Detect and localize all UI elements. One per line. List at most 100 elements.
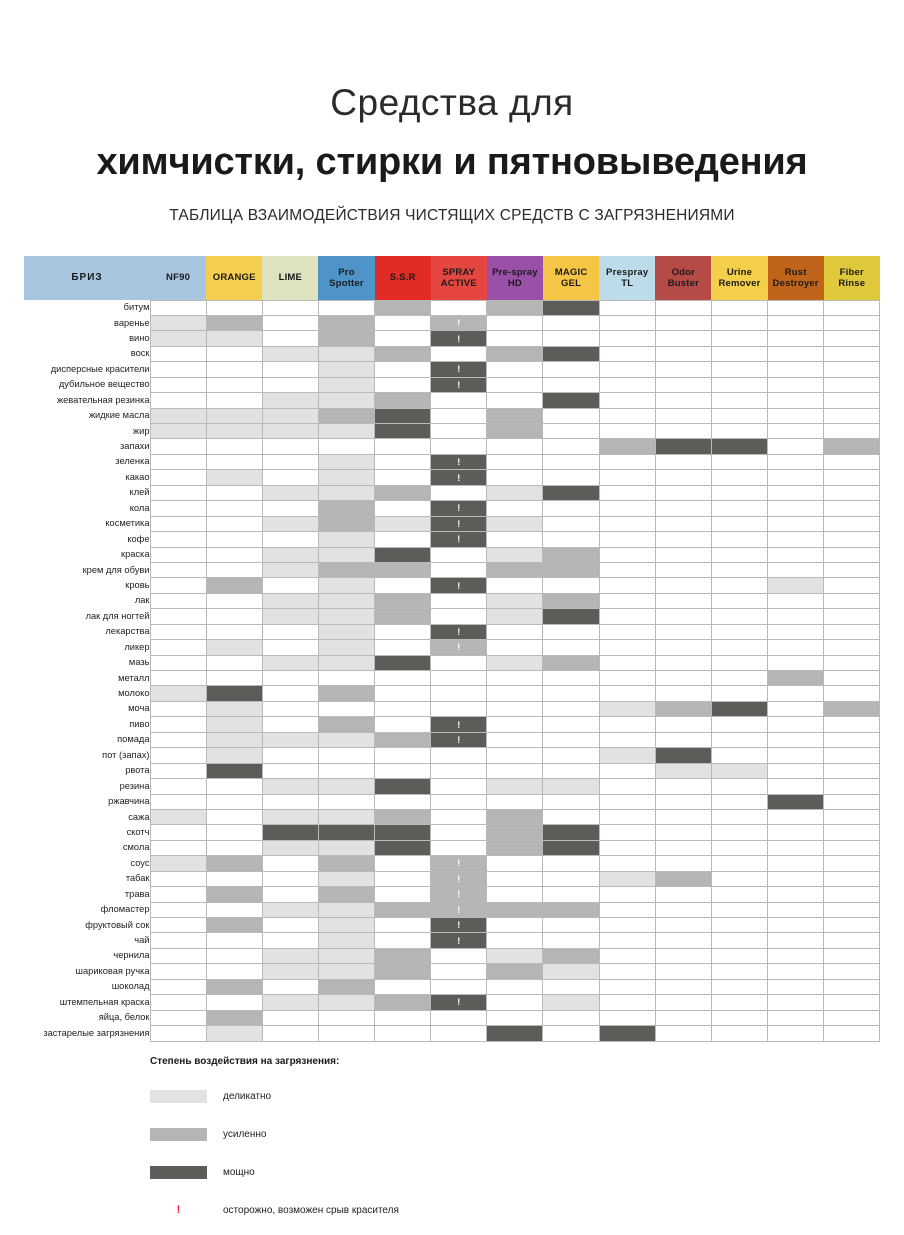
matrix-cell <box>374 608 432 625</box>
matrix-cell <box>317 994 376 1011</box>
matrix-cell <box>486 299 544 316</box>
column-header-s-s-r[interactable]: S.S.R <box>374 256 431 300</box>
matrix-cell <box>542 546 600 563</box>
matrix-cell <box>317 870 376 888</box>
matrix-cell <box>149 1025 207 1042</box>
column-header-urine-remover[interactable]: Urine Remover <box>711 256 768 300</box>
column-header-pro-spotter[interactable]: Pro Spotter <box>318 256 375 300</box>
matrix-cell <box>317 484 376 502</box>
matrix-cell <box>374 978 432 996</box>
matrix-cell <box>654 469 712 486</box>
matrix-cell <box>823 654 881 672</box>
matrix-cell <box>710 314 769 332</box>
matrix-cell <box>654 793 712 810</box>
matrix-cell <box>149 901 207 919</box>
column-header-magic-gel[interactable]: MAGIC GEL <box>542 256 600 300</box>
matrix-cell <box>710 932 769 949</box>
matrix-cell: ! <box>430 855 488 872</box>
matrix-cell <box>654 1025 712 1042</box>
matrix-cell <box>149 932 207 949</box>
matrix-cell <box>654 901 712 919</box>
matrix-cell <box>261 515 319 533</box>
column-header-prespray-tl[interactable]: Prespray TL <box>599 256 656 300</box>
matrix-cell <box>317 438 376 455</box>
matrix-cell <box>486 577 544 594</box>
matrix-table: БРИЗ NF90 ORANGE LIME Pro Spotter S.S.R SPRAY AC… <box>24 256 881 1042</box>
matrix-cell <box>542 870 600 888</box>
column-header-pre-spray-hd[interactable]: Pre-spray HD <box>486 256 543 300</box>
matrix-cell <box>767 716 825 733</box>
matrix-cell <box>542 361 600 378</box>
matrix-cell <box>654 592 712 610</box>
matrix-cell <box>654 639 712 656</box>
matrix-cell <box>823 376 881 394</box>
matrix-cell <box>654 716 712 733</box>
matrix-cell <box>261 747 319 764</box>
row-label: металл <box>24 670 150 686</box>
matrix-cell <box>430 762 488 780</box>
matrix-cell <box>486 469 544 486</box>
matrix-cell <box>486 654 544 672</box>
column-header-rust-destroyer[interactable]: Rust Destroyer <box>767 256 824 300</box>
matrix-cell <box>374 361 432 378</box>
matrix-cell <box>486 916 544 934</box>
matrix-cell <box>823 916 881 934</box>
table-row: рвота <box>24 762 881 780</box>
matrix-cell <box>823 330 881 347</box>
matrix-cell <box>598 345 656 363</box>
matrix-cell <box>710 453 769 471</box>
row-label: вино <box>24 330 150 347</box>
matrix-cell <box>149 639 207 656</box>
matrix-cell <box>542 623 600 641</box>
table-row: кофе! <box>24 531 881 548</box>
matrix-cell <box>374 330 432 347</box>
row-label: дисперсные красители <box>24 361 150 378</box>
column-header-lime[interactable]: LIME <box>262 256 319 300</box>
matrix-cell <box>261 577 319 594</box>
matrix-cell <box>430 1009 488 1027</box>
matrix-cell <box>486 561 544 579</box>
matrix-cell <box>374 561 432 579</box>
matrix-cell <box>654 855 712 872</box>
matrix-cell <box>205 515 263 533</box>
matrix-cell <box>654 314 712 332</box>
column-header-odor-buster[interactable]: Odor Buster <box>655 256 712 300</box>
warning-exclamation-icon: ! <box>457 503 461 514</box>
column-header-spray-active[interactable]: SPRAY ACTIVE <box>430 256 487 300</box>
matrix-cell: ! <box>430 901 488 919</box>
matrix-cell <box>374 314 432 332</box>
table-row: ликер! <box>24 639 881 656</box>
matrix-cell <box>486 1025 544 1042</box>
matrix-cell <box>598 376 656 394</box>
matrix-cell <box>767 762 825 780</box>
matrix-cell <box>486 453 544 471</box>
matrix-cell <box>598 561 656 579</box>
matrix-cell <box>317 747 376 764</box>
matrix-cell <box>149 438 207 455</box>
matrix-cell <box>149 654 207 672</box>
matrix-cell <box>710 762 769 780</box>
matrix-cell <box>654 762 712 780</box>
matrix-cell <box>374 870 432 888</box>
matrix-cell <box>149 592 207 610</box>
matrix-cell <box>767 947 825 965</box>
matrix-cell <box>374 808 432 826</box>
matrix-cell <box>767 453 825 471</box>
row-label: шариковая ручка <box>24 963 150 980</box>
matrix-cell: ! <box>430 500 488 517</box>
matrix-cell <box>430 839 488 857</box>
column-header-nf90[interactable]: NF90 <box>150 256 207 300</box>
column-header-fiber-rinse[interactable]: Fiber Rinse <box>823 256 880 300</box>
matrix-cell <box>430 793 488 810</box>
matrix-cell <box>542 808 600 826</box>
matrix-cell <box>542 947 600 965</box>
matrix-cell <box>823 546 881 563</box>
warning-exclamation-icon: ! <box>457 935 461 946</box>
matrix-cell <box>598 330 656 347</box>
matrix-cell <box>654 407 712 425</box>
matrix-cell <box>317 314 376 332</box>
matrix-cell <box>486 793 544 810</box>
table-row: лак для ногтей <box>24 608 881 625</box>
column-header-orange[interactable]: ORANGE <box>206 256 263 300</box>
matrix-cell <box>710 778 769 795</box>
